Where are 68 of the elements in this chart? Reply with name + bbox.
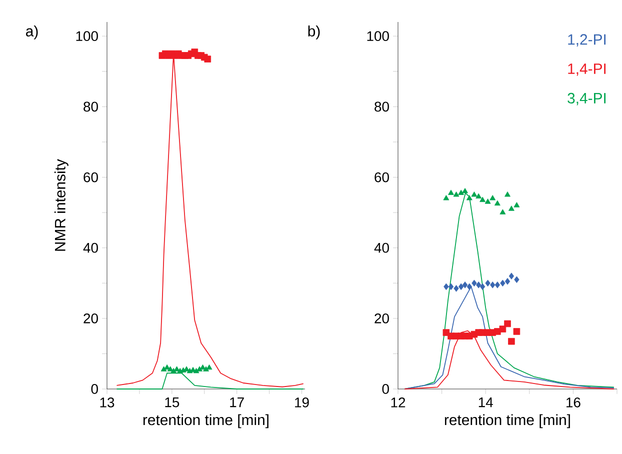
text: 1,2-PI	[568, 34, 606, 47]
point	[462, 282, 468, 288]
point	[504, 192, 510, 197]
y-axis-title: NMR intensity	[54, 159, 68, 251]
point	[494, 200, 500, 206]
y-tick-label: 0	[382, 384, 389, 394]
point	[466, 283, 472, 290]
point	[494, 282, 500, 288]
point	[454, 285, 459, 292]
point	[458, 283, 464, 290]
point	[204, 56, 212, 62]
point	[471, 192, 478, 197]
point	[499, 326, 506, 332]
x-tick-label: 16	[566, 397, 580, 408]
y-tick-label: 40	[374, 242, 389, 253]
point	[504, 320, 511, 328]
text: 3,4-PI	[568, 92, 606, 106]
point	[514, 202, 520, 208]
y-tick-label: 0	[91, 384, 98, 394]
point	[476, 193, 482, 198]
point	[453, 192, 460, 197]
y-tick-label: 60	[374, 172, 389, 182]
y-tick-label: 100	[367, 31, 389, 42]
x-tick-label: 12	[391, 397, 406, 408]
y-tick-label: 80	[84, 102, 98, 112]
text: b)	[308, 26, 320, 40]
point	[480, 196, 486, 202]
point	[466, 195, 472, 200]
y-tick-label: 100	[76, 31, 98, 42]
point	[443, 195, 450, 200]
point	[196, 366, 202, 372]
point	[444, 283, 449, 290]
point	[472, 280, 477, 287]
point	[476, 282, 482, 288]
y-tick-label: 60	[84, 172, 98, 182]
point	[203, 366, 209, 372]
point	[480, 283, 486, 290]
point	[448, 283, 454, 290]
point	[484, 198, 491, 204]
point	[500, 280, 506, 287]
point	[513, 328, 520, 335]
point	[508, 338, 515, 345]
text: 1,4-PI	[568, 64, 606, 76]
point	[508, 272, 514, 280]
point	[462, 188, 468, 194]
y-tick-label: 80	[374, 102, 389, 112]
point	[514, 276, 520, 283]
point	[160, 366, 167, 372]
x-axis-title: retention time [min]	[444, 414, 570, 428]
point	[508, 206, 514, 211]
point	[458, 190, 464, 195]
point	[448, 190, 454, 195]
y-tick-label: 20	[374, 313, 389, 324]
x-tick-label: 17	[230, 398, 244, 408]
x-tick-label: 14	[478, 398, 493, 408]
point	[504, 278, 510, 285]
text: a)	[26, 26, 38, 40]
x-tick-label: 15	[165, 398, 180, 408]
x-tick-label: 13	[100, 397, 114, 408]
y-tick-label: 20	[84, 313, 98, 324]
x-tick-label: 19	[295, 397, 309, 408]
x-axis-title: retention time [min]	[143, 414, 268, 428]
line-series	[404, 330, 614, 390]
point	[500, 209, 506, 214]
point	[485, 280, 490, 287]
y-tick-label: 40	[83, 242, 98, 253]
point	[490, 282, 496, 288]
point	[490, 195, 496, 200]
